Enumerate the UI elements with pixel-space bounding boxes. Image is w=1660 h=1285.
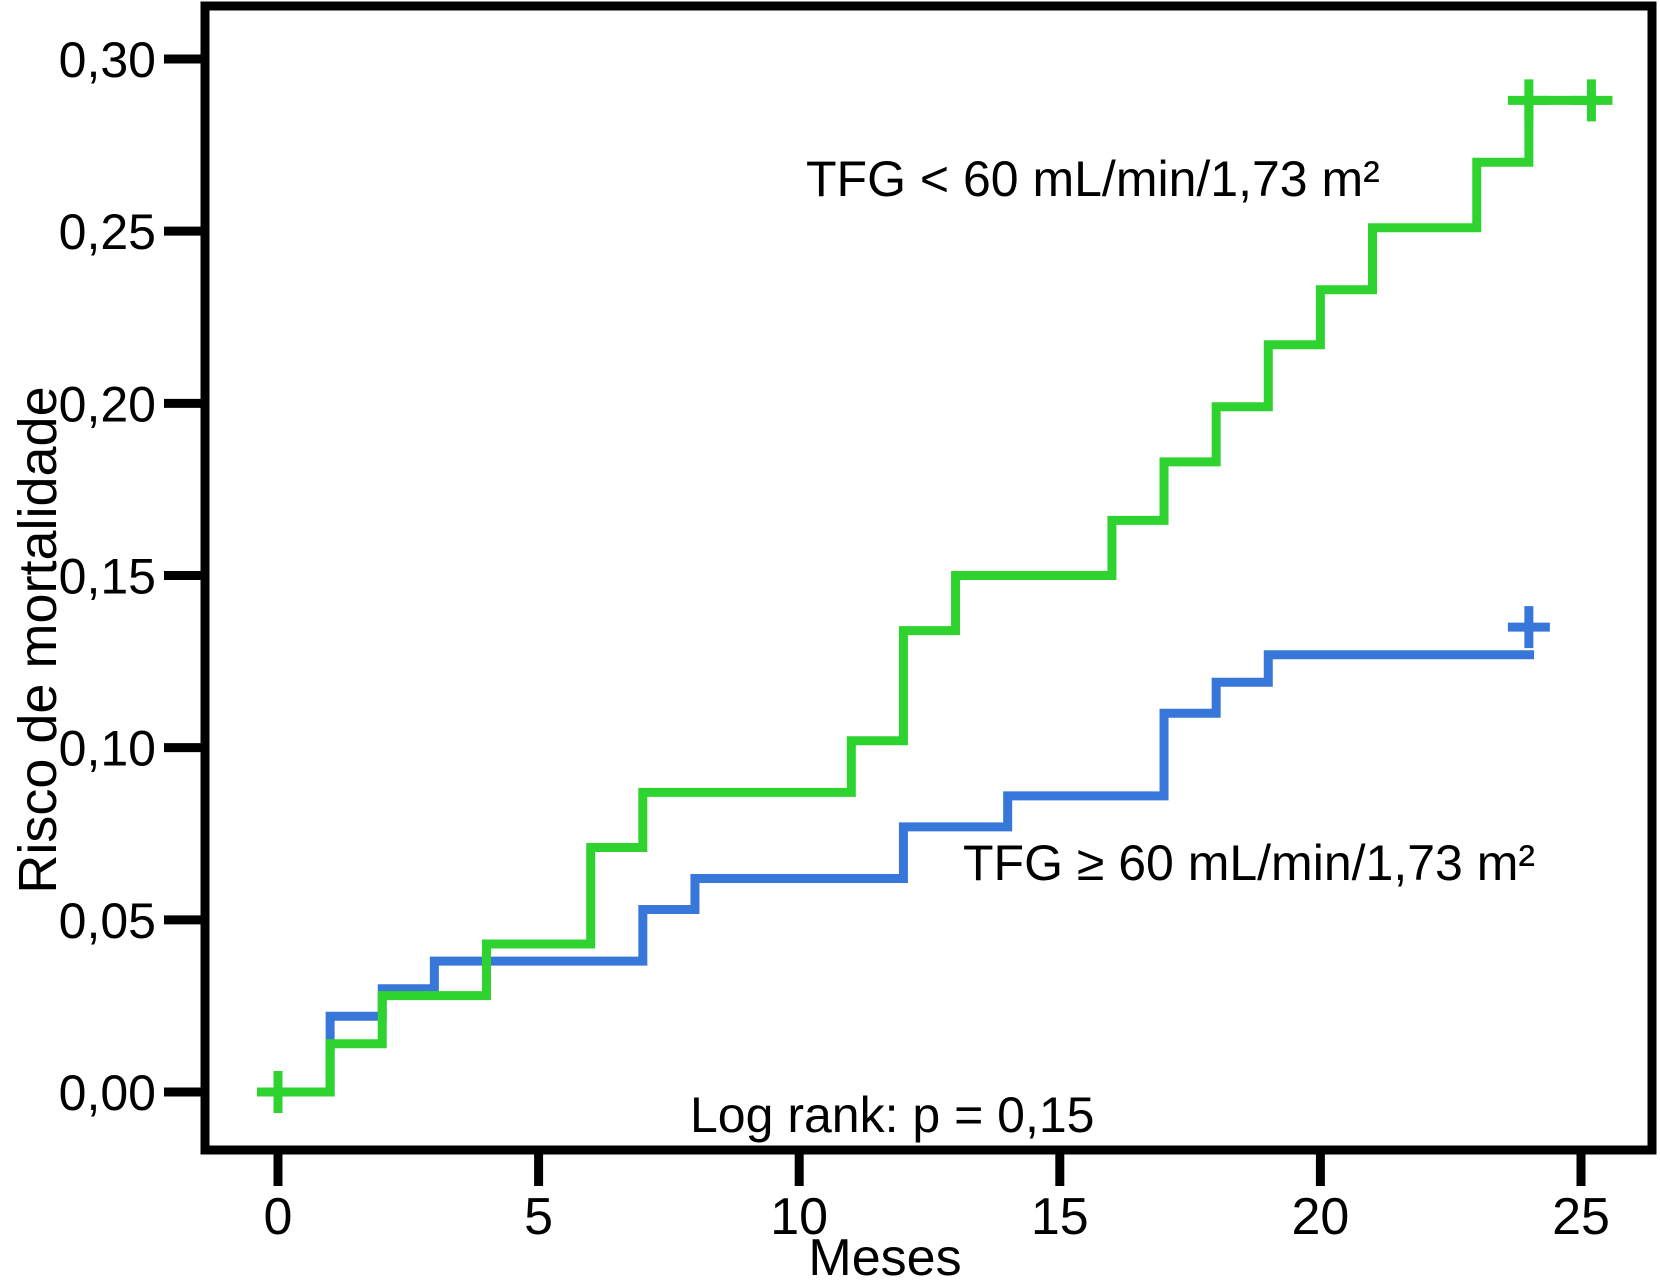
- x-tick-label: 25: [1552, 1188, 1610, 1246]
- y-axis-title: Risco de mortalidade: [8, 386, 68, 894]
- y-tick-label: 0,05: [59, 893, 156, 949]
- label-tfg-ge-60: TFG ≥ 60 mL/min/1,73 m²: [963, 835, 1536, 891]
- x-axis-title: Meses: [808, 1229, 962, 1285]
- x-tick-label: 10: [770, 1188, 828, 1246]
- series-curve: [278, 95, 1597, 1097]
- label-tfg-lt-60: TFG < 60 mL/min/1,73 m²: [806, 151, 1380, 207]
- x-tick-label: 20: [1291, 1188, 1349, 1246]
- y-tick-label: 0,10: [59, 721, 156, 777]
- y-tick-label: 0,25: [59, 204, 156, 260]
- y-tick-label: 0,30: [59, 32, 156, 88]
- x-tick-label: 0: [264, 1188, 293, 1246]
- y-tick-label: 0,00: [59, 1065, 156, 1121]
- y-tick-label: 0,20: [59, 376, 156, 432]
- x-tick-label: 5: [524, 1188, 553, 1246]
- y-tick-label: 0,15: [59, 549, 156, 605]
- log-rank-annotation: Log rank: p = 0,15: [690, 1087, 1095, 1143]
- x-tick-label: 15: [1031, 1188, 1089, 1246]
